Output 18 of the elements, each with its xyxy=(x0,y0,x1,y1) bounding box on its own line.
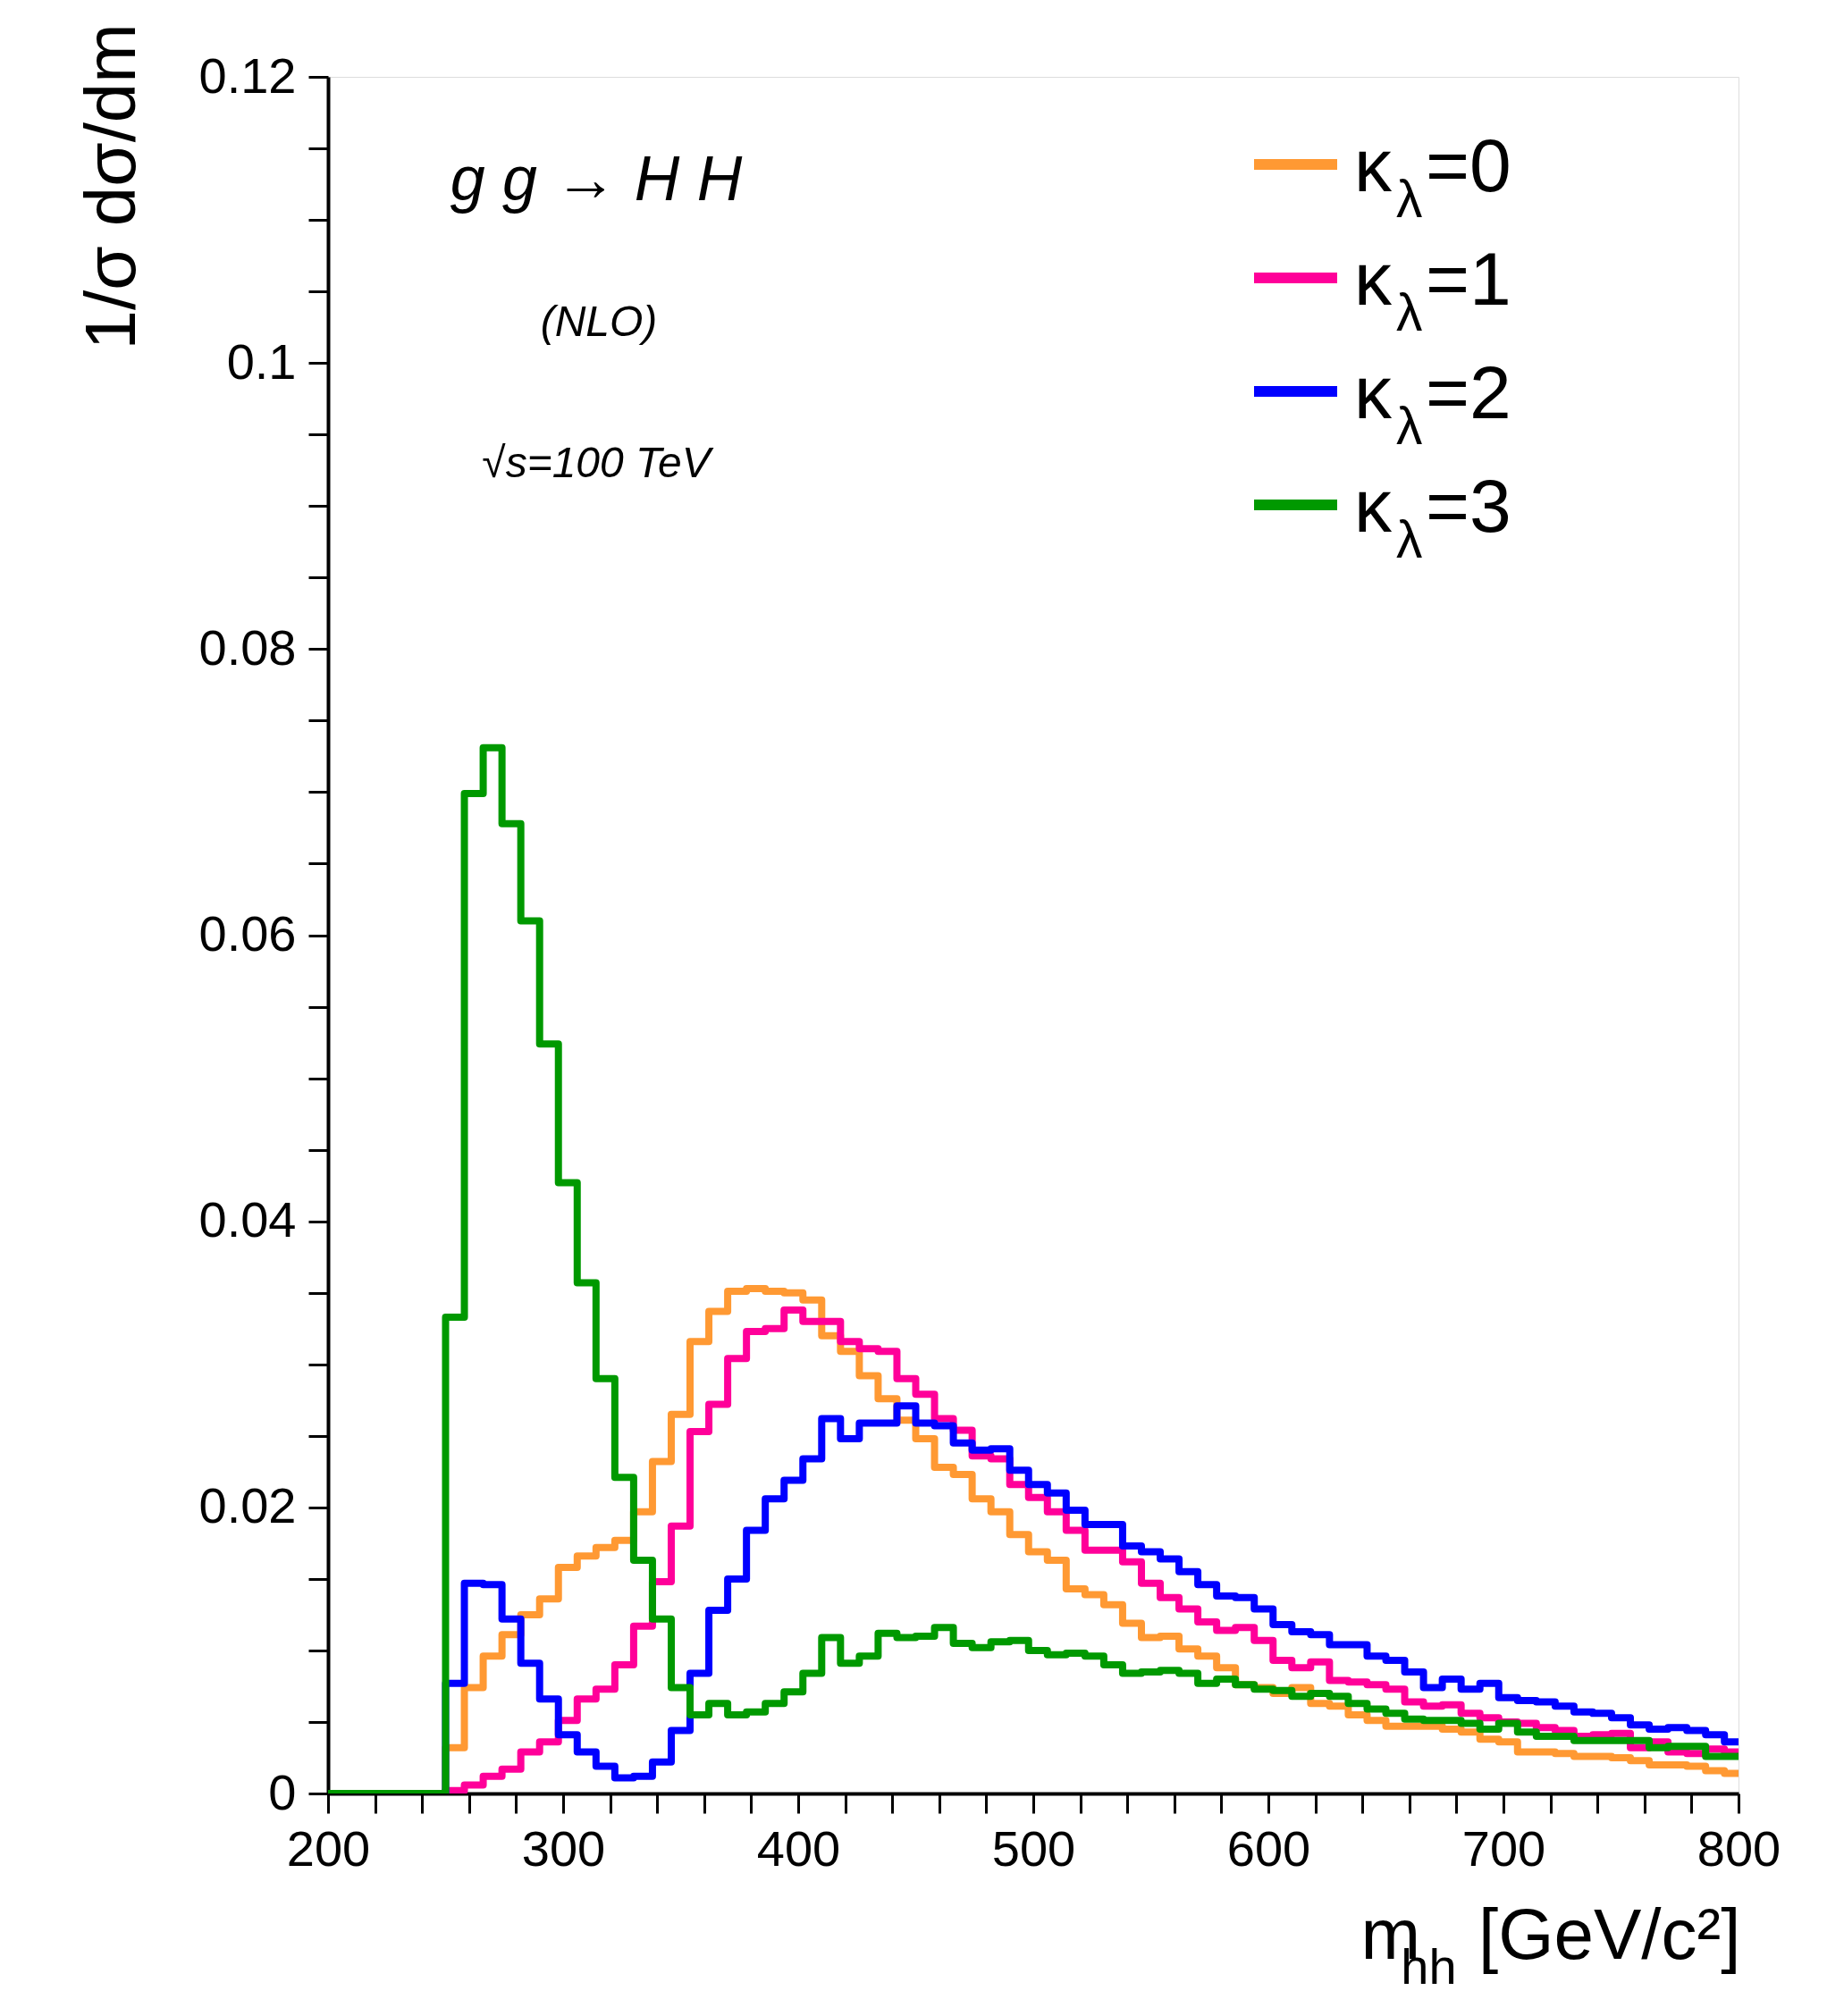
x-tick-label: 300 xyxy=(521,1819,606,1877)
y-tick-label: 0.1 xyxy=(226,332,297,390)
y-tick-label: 0.08 xyxy=(198,618,297,676)
y-tick-label: 0 xyxy=(268,1763,297,1820)
x-tick-label: 200 xyxy=(286,1819,371,1877)
x-tick-label: 700 xyxy=(1461,1819,1546,1877)
annotation: √s=100 TeV xyxy=(482,439,714,486)
x-tick-label: 400 xyxy=(756,1819,841,1877)
annotation: g g → H H xyxy=(450,144,743,214)
y-tick-label: 0.06 xyxy=(198,905,297,962)
y-tick-label: 0.04 xyxy=(198,1191,297,1248)
y-tick-label: 0.12 xyxy=(198,46,297,104)
y-axis-title: 1/σ dσ/dm xyxy=(71,23,150,350)
x-tick-label: 600 xyxy=(1226,1819,1311,1877)
annotation: (NLO) xyxy=(540,298,658,345)
x-tick-label: 500 xyxy=(991,1819,1076,1877)
x-tick-label: 800 xyxy=(1696,1819,1781,1877)
y-tick-label: 0.02 xyxy=(198,1477,297,1534)
